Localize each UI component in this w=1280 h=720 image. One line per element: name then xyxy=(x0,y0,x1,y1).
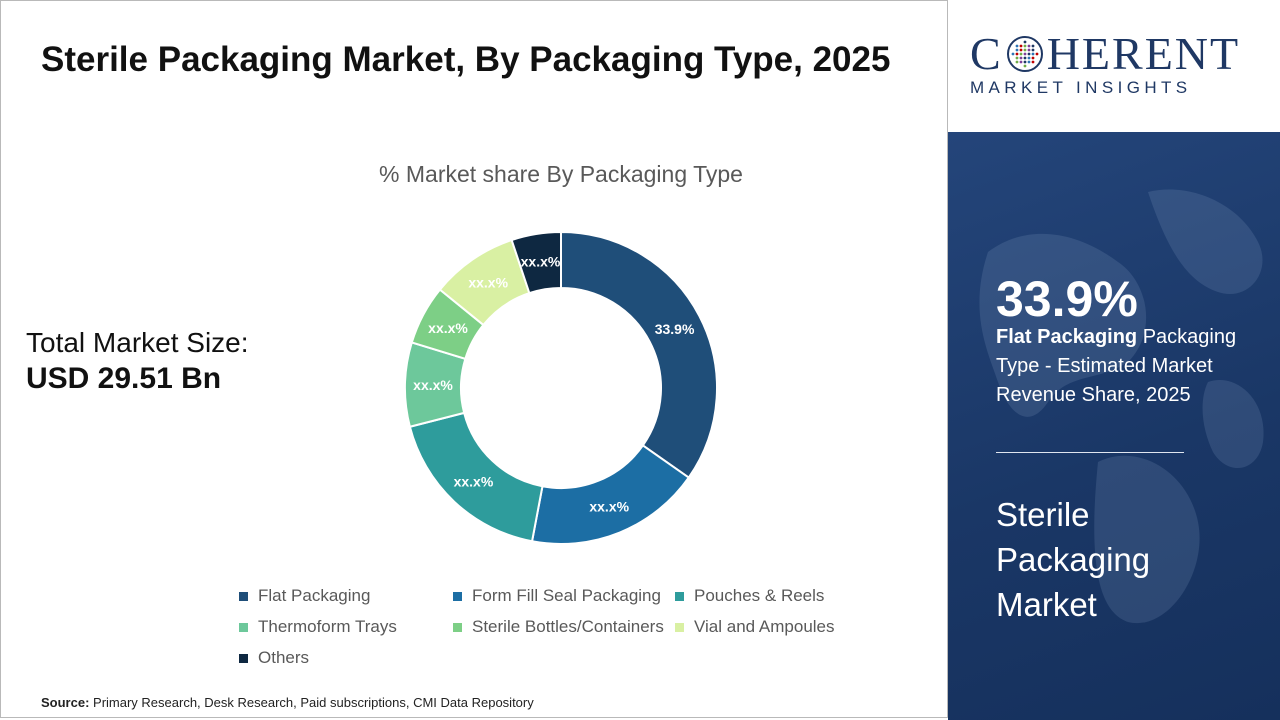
legend-item: Pouches & Reels xyxy=(675,586,824,606)
market-size-value: USD 29.51 Bn xyxy=(26,362,222,395)
legend-item: Vial and Ampoules xyxy=(675,617,835,637)
legend-swatch xyxy=(675,591,684,601)
donut-slice-others xyxy=(510,230,562,295)
page-title: Sterile Packaging Market, By Packaging T… xyxy=(41,40,891,79)
legend-item: Flat Packaging xyxy=(239,586,370,606)
legend-swatch xyxy=(239,653,248,663)
market-size-label: Total Market Size: xyxy=(26,327,249,358)
highlight-description-text: Packaging Type - Estimated Market Revenu… xyxy=(996,326,1237,406)
donut-data-label: xx.x% xyxy=(454,473,494,489)
donut-slice-flat-packaging xyxy=(560,230,718,479)
legend-label: Flat Packaging xyxy=(258,586,371,605)
highlight-panel: 33.9% Flat Packaging Packaging Type - Es… xyxy=(948,132,1280,720)
company-logo: C HERENT xyxy=(970,28,1240,80)
highlight-description: Flat Packaging Packaging Type - Estimate… xyxy=(996,323,1266,410)
legend-swatch xyxy=(239,591,248,601)
donut-data-label: xx.x% xyxy=(413,377,453,393)
donut-data-label: 33.9% xyxy=(655,321,695,337)
donut-chart: 33.9% xx.x% xx.x% xx.x% xx.x% xx.x% xx.x% xyxy=(404,230,718,545)
legend-swatch xyxy=(239,622,248,632)
legend-label: Pouches & Reels xyxy=(694,586,825,605)
highlight-segment: Flat Packaging xyxy=(996,326,1138,348)
donut-data-label: xx.x% xyxy=(521,254,561,270)
donut-slice-form-fill-seal-packaging xyxy=(530,444,691,545)
legend-item: Sterile Bottles/Containers xyxy=(453,617,664,637)
world-map-decoration xyxy=(979,189,1264,624)
legend-label: Vial and Ampoules xyxy=(694,617,835,636)
source-label: Source: xyxy=(41,695,90,710)
donut-data-label: xx.x% xyxy=(589,499,629,515)
legend-label: Form Fill Seal Packaging xyxy=(472,586,661,605)
logo-subtitle: MARKET INSIGHTS xyxy=(970,78,1192,97)
legend-item: Form Fill Seal Packaging xyxy=(453,586,661,606)
legend-label: Thermoform Trays xyxy=(258,617,397,636)
globe-icon xyxy=(1006,36,1043,72)
legend-label: Sterile Bottles/Containers xyxy=(472,617,664,636)
total-market-size: Total Market Size: USD 29.51 Bn xyxy=(26,326,249,398)
chart-title: % Market share By Packaging Type xyxy=(379,161,743,187)
legend-label: Others xyxy=(258,648,310,667)
divider-line xyxy=(996,452,1184,453)
source-note: Source: Primary Research, Desk Research,… xyxy=(41,695,534,710)
logo-word-rest: HERENT xyxy=(1046,28,1241,79)
logo-letter-c: C xyxy=(970,28,1003,79)
highlight-value: 33.9% xyxy=(996,271,1138,327)
legend-item: Thermoform Trays xyxy=(239,617,397,637)
chart-legend: Flat Packaging Form Fill Seal Packaging Po… xyxy=(239,586,889,681)
legend-swatch xyxy=(453,622,462,632)
main-panel: Sterile Packaging Market, By Packaging T… xyxy=(0,0,948,718)
source-text: Primary Research, Desk Research, Paid su… xyxy=(93,695,534,710)
logo-area: C HERENT MARKET INSIGHTS xyxy=(948,0,1280,132)
legend-swatch xyxy=(675,622,684,632)
legend-item: Others xyxy=(239,648,309,668)
legend-swatch xyxy=(453,591,462,601)
donut-data-label: xx.x% xyxy=(468,275,508,291)
donut-data-label: xx.x% xyxy=(428,320,468,336)
market-name: Sterile Packaging Market xyxy=(996,496,1151,623)
